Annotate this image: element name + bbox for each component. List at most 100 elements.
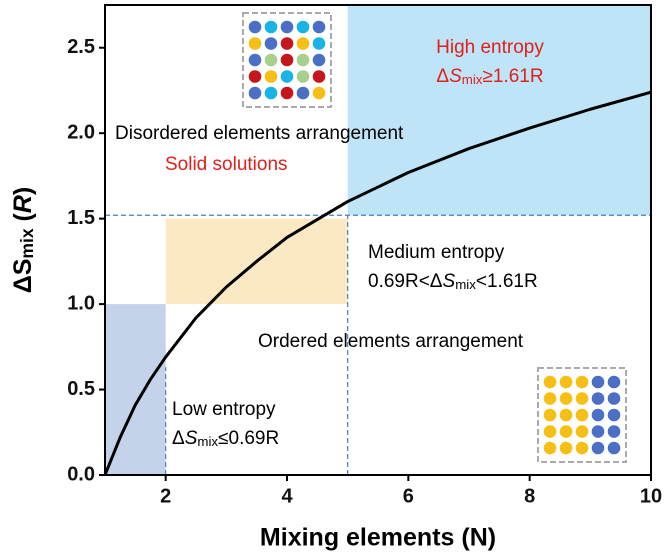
text-part: Δ [436, 66, 449, 87]
icon-dot [543, 408, 557, 422]
icon-dot [264, 86, 278, 100]
icon-dot [296, 53, 310, 67]
icon-dot [312, 53, 326, 67]
annotation: Medium entropy [368, 242, 505, 263]
line [103, 90, 652, 476]
icon-dot [312, 20, 326, 34]
text-part: ) [9, 187, 37, 195]
y-tick-label: 1.5 [67, 207, 95, 229]
icon-dot [280, 20, 294, 34]
x-tick-label: 2 [160, 485, 171, 507]
icon-dot [296, 37, 310, 50]
x-tick-label: 6 [403, 485, 414, 507]
icon-dot [575, 425, 589, 438]
text-part: mix [462, 72, 483, 87]
icon-dot [575, 392, 589, 405]
icon-dot [543, 425, 557, 438]
icon-dot [264, 70, 278, 83]
text-part: High entropy [436, 37, 544, 58]
icon-dot [248, 53, 262, 67]
icon-dot [264, 37, 278, 50]
icon-dot [607, 441, 621, 455]
y-tick-label: 0.0 [67, 463, 95, 485]
text-part: ( [9, 212, 37, 228]
text-part: ΔS [9, 259, 37, 294]
icon-dot [607, 408, 621, 422]
icon-dot [591, 441, 605, 455]
icon-dot [248, 70, 262, 83]
text-part: S [185, 428, 198, 449]
icon-dot [264, 53, 278, 67]
icon-dot [296, 70, 310, 83]
y-tick-label: 2.5 [67, 36, 95, 58]
x-tick-label: 8 [524, 485, 535, 507]
annotation: ΔSmix≥1.61R [436, 66, 543, 87]
icon-dot [280, 70, 294, 83]
text-part: mix [197, 434, 218, 449]
text-part: Disordered elements arrangement [115, 123, 404, 144]
y-tick-label: 0.5 [67, 378, 95, 400]
text-part: S [449, 66, 462, 87]
icon-dot [312, 86, 326, 100]
icon-dot [543, 375, 557, 389]
annotation: Low entropy [172, 399, 276, 420]
text-part: Low entropy [172, 399, 276, 420]
plot-frame [104, 4, 652, 476]
text-part: S [443, 271, 456, 292]
text-part: Ordered elements arrangement [258, 331, 524, 352]
icon-dot [607, 375, 621, 389]
text-part: Medium entropy [368, 242, 505, 263]
text-part: 0.69R<Δ [368, 271, 443, 292]
text-part: R [9, 195, 37, 213]
icon-dot [575, 441, 589, 455]
icon-dot [591, 375, 605, 389]
text-part: Solid solutions [165, 154, 288, 175]
x-axis-label: Mixing elements (N) [260, 524, 496, 552]
annotation: Ordered elements arrangement [258, 331, 524, 352]
icon-dot [248, 20, 262, 34]
text-part: ≥1.61R [482, 66, 543, 87]
icon-dot [248, 86, 262, 100]
icon-dot [264, 20, 278, 34]
icon-dot [591, 408, 605, 422]
text-part: <1.61R [476, 271, 538, 292]
icon-dot [607, 425, 621, 438]
annotation: ΔSmix≤0.69R [172, 428, 279, 449]
text-part: Δ [172, 428, 185, 449]
x-tick-label: 4 [281, 485, 293, 507]
icon-dot [312, 70, 326, 83]
text-part: mix [455, 277, 476, 292]
annotation: High entropy [436, 37, 544, 58]
icon-dot [591, 425, 605, 438]
icon-dot [575, 375, 589, 389]
icon-dot [280, 86, 294, 100]
y-tick-label: 1.0 [67, 292, 95, 314]
annotation: Solid solutions [165, 154, 288, 175]
icon-dot [559, 375, 573, 389]
icon-dot [559, 441, 573, 455]
icon-dot [312, 37, 326, 50]
icon-dot [296, 20, 310, 34]
y-axis-label: ΔSmix (R) [9, 187, 38, 293]
text-part: ≤0.69R [218, 428, 279, 449]
icon-frame [537, 367, 627, 463]
x-tick-label: 10 [640, 485, 662, 507]
icon-dot [248, 37, 262, 50]
icon-dot [543, 441, 557, 455]
icon-dot [559, 425, 573, 438]
annotation: Disordered elements arrangement [115, 123, 404, 144]
icon-dot [543, 392, 557, 405]
region [347, 5, 651, 216]
y-tick-label: 2.0 [67, 121, 95, 143]
icon-dot [591, 392, 605, 405]
icon-dot [575, 408, 589, 422]
icon-dot [280, 37, 294, 50]
text-part: mix [17, 228, 37, 258]
icon-dot [607, 392, 621, 405]
icon-dot [280, 53, 294, 67]
icon-dot [296, 86, 310, 100]
icon-frame [242, 12, 332, 108]
icon-dot [559, 392, 573, 405]
icon-dot [559, 408, 573, 422]
